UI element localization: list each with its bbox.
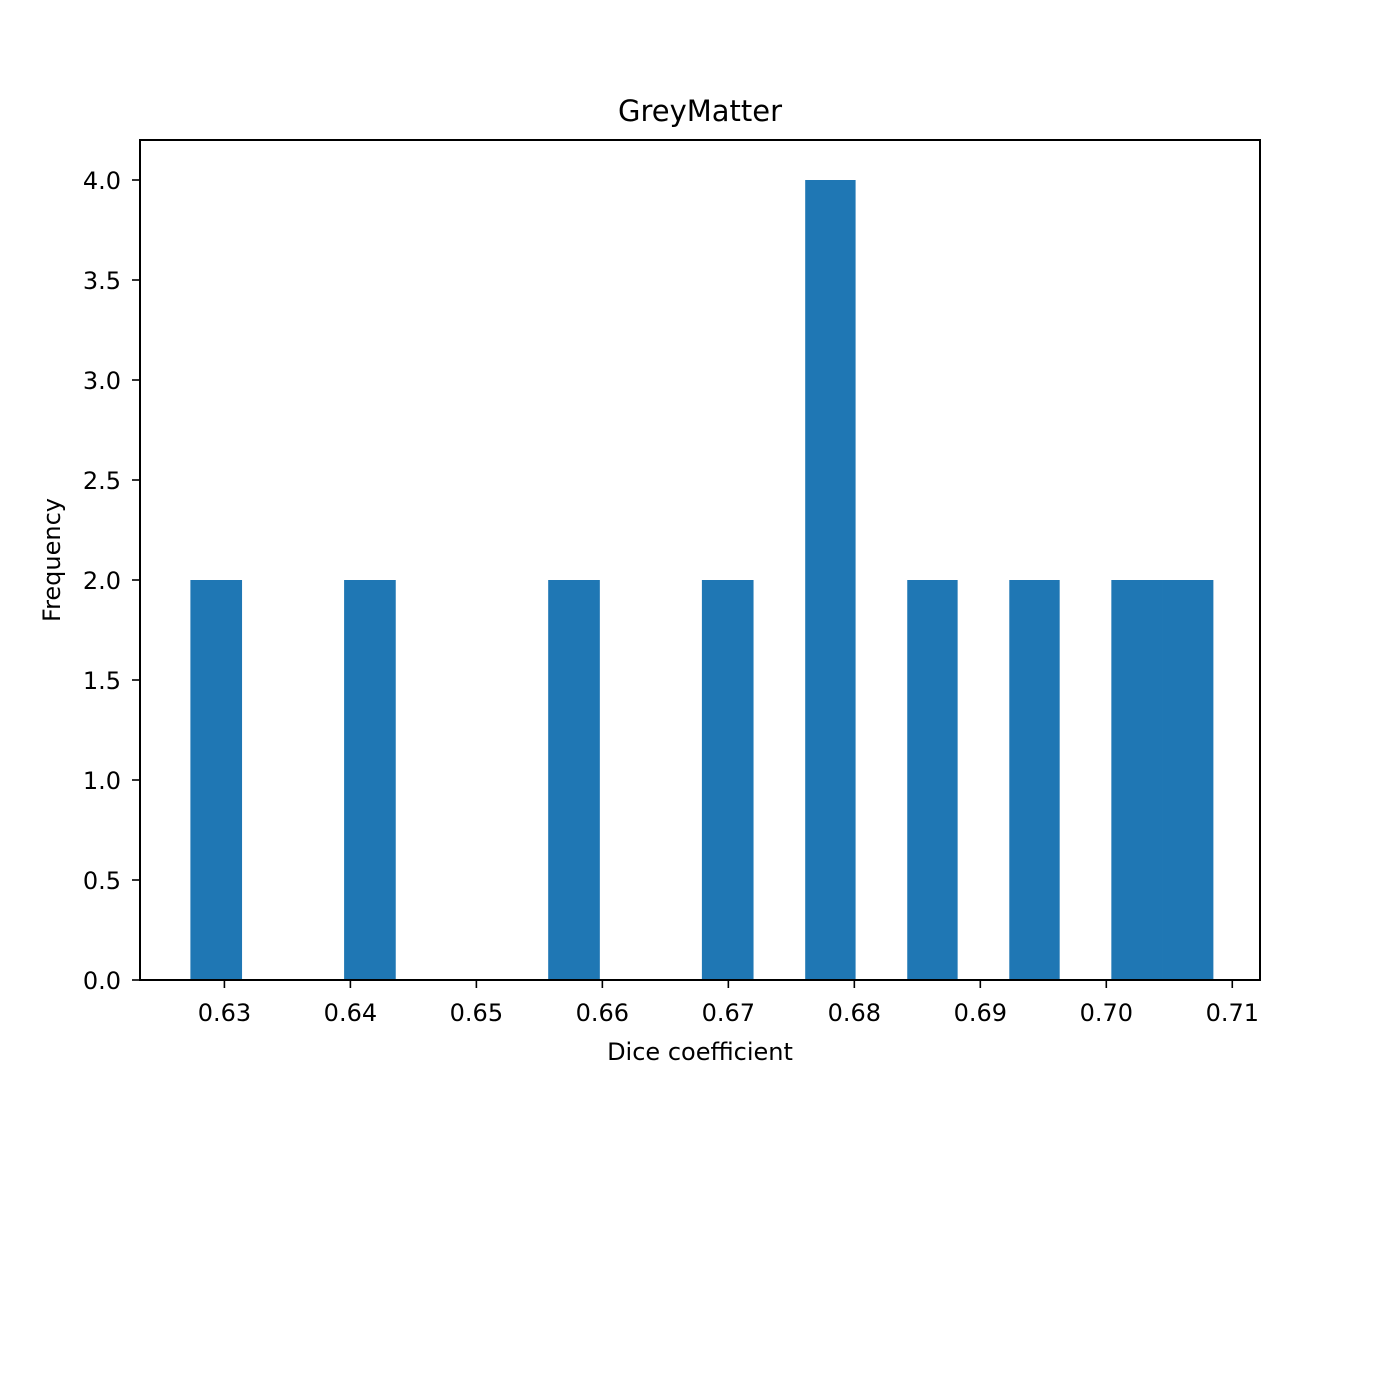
x-tick-label-5: 0.67	[702, 999, 755, 1027]
y-tick-label-9: 4.0	[83, 167, 121, 195]
y-tick-label-7: 3.0	[83, 367, 121, 395]
x-axis: 0.63 0.64 0.65 0.66 0.67 0.68 0.69 0.70 0.71	[198, 980, 1259, 1027]
x-tick-label-2: 0.64	[324, 999, 377, 1027]
histogram-bar-2	[344, 580, 396, 980]
y-tick-label-4: 1.5	[83, 667, 121, 695]
x-tick-label-8: 0.70	[1080, 999, 1133, 1027]
histogram-bar-8	[1111, 580, 1163, 980]
y-axis: 0.0 0.5 1.0 1.5 2.0 2.5 3.0 3.5 4.0	[83, 167, 140, 995]
bars-layer	[190, 180, 1214, 980]
x-tick-label-7: 0.69	[954, 999, 1007, 1027]
histogram-bar-4	[701, 580, 754, 980]
histogram-bar-3	[548, 580, 600, 980]
histogram-bar-5	[805, 180, 856, 980]
plot-frame	[139, 139, 1261, 981]
x-axis-title: Dice coefficient	[607, 1038, 793, 1066]
x-tick-label-6: 0.68	[828, 999, 881, 1027]
x-tick-label-4: 0.66	[576, 999, 629, 1027]
y-tick-label-3: 1.0	[83, 767, 121, 795]
y-tick-label-5: 2.0	[83, 567, 121, 595]
y-tick-label-8: 3.5	[83, 267, 121, 295]
histogram-bar-7	[1009, 580, 1060, 980]
y-tick-label-1: 0.0	[83, 967, 121, 995]
histogram-bar-1	[190, 580, 243, 980]
x-tick-label-3: 0.65	[450, 999, 503, 1027]
y-axis-title: Frequency	[38, 498, 66, 622]
y-tick-label-6: 2.5	[83, 467, 121, 495]
histogram-bar-6	[907, 580, 958, 980]
chart-title: GreyMatter	[618, 94, 782, 128]
x-tick-label-9: 0.71	[1206, 999, 1259, 1027]
x-tick-label-1: 0.63	[198, 999, 251, 1027]
y-tick-label-2: 0.5	[83, 867, 121, 895]
histogram-bar-9	[1162, 580, 1214, 980]
